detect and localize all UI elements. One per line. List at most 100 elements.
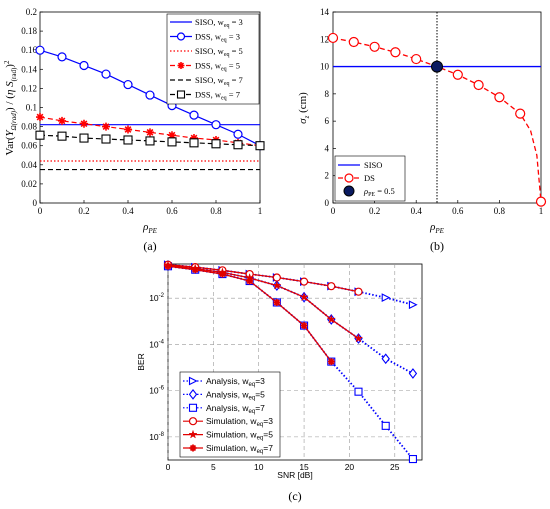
panel-a-point (211, 139, 221, 149)
panel-a-point (255, 141, 265, 151)
panel-a-point (168, 131, 176, 140)
panel-c-point (191, 266, 199, 274)
panel-a-xlabel: ρPE (142, 221, 158, 235)
panel-a-ytick-label: 0.12 (21, 83, 37, 93)
panel-a-point (124, 125, 132, 134)
panel-a-point (146, 128, 154, 137)
panel-a-point (189, 138, 199, 148)
panel-c-legend-label: Analysis, weq=7 (206, 403, 265, 415)
panel-c-legend-label: Simulation, weq=3 (206, 416, 273, 428)
panel-b-legend-label: DS (364, 173, 375, 183)
panel-a-legend: SISO, weq = 3 DSS, weq = 3 SISO, weq = 5 DS… (166, 13, 260, 105)
panel-c-point (273, 298, 281, 306)
panel-c-ytick-label: 10-6 (149, 386, 164, 396)
panel-a-point (211, 120, 221, 130)
panel-a-ytick-label: 0.02 (21, 179, 37, 189)
panel-c-legend-label: Analysis, weq=5 (206, 389, 265, 401)
panel-a-ytick-label: 0 (33, 198, 38, 208)
panel-a-xtick-label: 0 (38, 206, 43, 216)
panel-a-xtick-label: 0.2 (78, 206, 89, 216)
panel-a-point (35, 45, 45, 55)
panel-c-point (381, 293, 391, 303)
panel-a-point (79, 60, 89, 71)
panel-c-point (353, 333, 364, 343)
panel-c-point (299, 277, 309, 286)
panel-a-point (189, 110, 199, 120)
panel-a-legend-marker (177, 62, 185, 69)
panel-c-series-line-4 (167, 264, 359, 340)
panel-c-xtick-label: 15 (299, 462, 309, 472)
panel-c-legend-marker (188, 403, 198, 412)
panel-a-legend-marker (176, 32, 186, 41)
panel-b-ytick-label: 4 (325, 143, 330, 153)
panel-a-point (101, 134, 111, 144)
panel-b-highlight-point (431, 60, 443, 73)
panel-c-point (164, 262, 172, 270)
panel-a-series (35, 45, 265, 171)
panel-b-ytick-label: 2 (325, 171, 330, 181)
panel-a-ytick-label: 0.18 (21, 26, 37, 36)
caption-b: (b) (430, 239, 444, 253)
panel-a-legend-box (166, 13, 260, 105)
panel-b-ytick-label: 6 (325, 116, 330, 126)
panel-c-xtick-label: 20 (345, 462, 355, 472)
panel-b-xtick-label: 0.2 (369, 206, 380, 216)
panel-a-xtick-label: 0.4 (122, 206, 134, 216)
panel-a-legend-label: DSS, weq = 7 (195, 90, 240, 102)
panel-b-xtick-label: 0.6 (452, 206, 464, 216)
panel-c-legend-label: Simulation, weq=7 (206, 443, 273, 455)
panel-c-point (408, 368, 418, 379)
panel-c-point (327, 282, 336, 291)
panel-a-ytick-label: 0.16 (21, 45, 37, 55)
panel-a-series-line-3 (39, 116, 261, 147)
panel-c-point (381, 353, 390, 365)
panel-b-point (348, 36, 359, 48)
panel-c-legend-marker (188, 417, 198, 426)
panel-c-point (381, 421, 390, 430)
panel-a-point (233, 129, 243, 139)
panel-a-legend-label: SISO, weq = 5 (195, 46, 243, 58)
panel-a-legend-label: DSS, weq = 3 (195, 32, 240, 44)
panel-c-point (354, 287, 363, 296)
panel-a-point (145, 90, 155, 100)
panel-c-ylabel: BER (136, 353, 146, 370)
panel-c-legend-marker (188, 429, 198, 439)
panel-a-point (102, 122, 110, 131)
panel-a-ytick-label: 0.06 (21, 141, 37, 151)
panel-c-xtick-label: 5 (211, 462, 216, 472)
panel-c-xtick-label: 0 (166, 462, 171, 472)
panel-a: 0 0.2 0.4 0.6 0.8 1 0 0.02 0.04 0.06 0.08 0.1 0.12 0.… (3, 7, 265, 253)
panel-a-point (233, 140, 243, 150)
panel-c-point (408, 300, 418, 310)
panel-a-point (190, 134, 198, 143)
panel-a-ytick-label: 0.2 (26, 7, 37, 17)
panel-c-point (354, 387, 363, 396)
panel-b-ytick-label: 8 (325, 89, 330, 99)
panel-b-point (327, 32, 339, 44)
panel-c-point (218, 270, 226, 278)
panel-c-legend-label: Analysis, weq=3 (206, 376, 265, 388)
panel-c-xtick-label: 10 (254, 462, 264, 472)
panel-a-point (36, 113, 44, 122)
caption-c: (c) (288, 489, 301, 503)
panel-c-point (327, 358, 335, 366)
panel-a-point (35, 130, 45, 140)
panel-a-point (79, 133, 89, 143)
panel-c-legend-marker (188, 376, 198, 386)
panel-a-ylabel: Var(YΩ(rad)) / (η S(rad))2 (3, 60, 18, 155)
panel-c-ytick-label: 10-4 (149, 339, 164, 349)
panel-b-legend: SISO DS ρPE = 0.5 (334, 155, 406, 202)
panel-c-legend-label: Simulation, weq=5 (206, 430, 273, 442)
panel-b-point (494, 92, 505, 103)
panel-a-legend-label: SISO, weq = 7 (195, 75, 243, 87)
panel-a-xtick-label: 1 (258, 206, 263, 216)
panel-c-series-line-3 (167, 264, 359, 293)
panel-a-legend-marker (176, 90, 186, 99)
panel-b-legend-label: SISO (364, 160, 382, 170)
panel-a-point (58, 116, 66, 125)
panel-c-legend-marker (188, 389, 198, 400)
